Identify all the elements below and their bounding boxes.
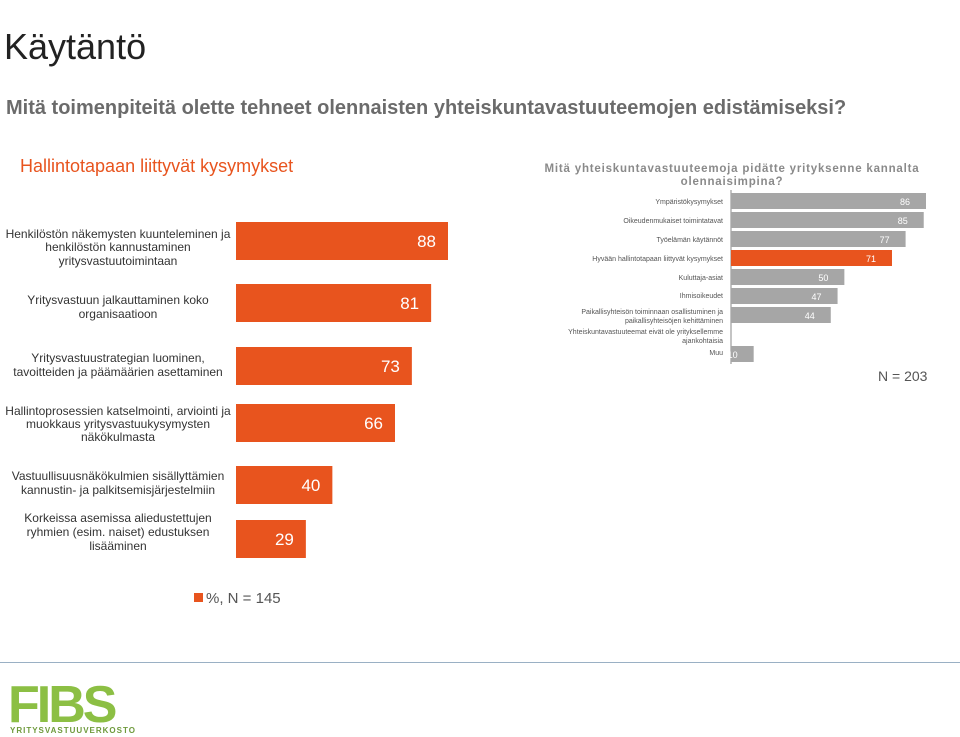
left-category-label: henkilöstön kannustaminen — [45, 240, 190, 254]
right-bar — [731, 193, 926, 209]
right-bar-chart: 86 Ympäristökysymykset 85 Oikeudenmukaiset … — [568, 190, 926, 364]
left-category-label: Henkilöstön näkemysten kuunteleminen ja — [6, 227, 231, 241]
left-bar — [236, 520, 306, 558]
left-bar-value: 66 — [364, 414, 383, 433]
left-category-label: Yritysvastuun jalkauttaminen koko — [27, 293, 209, 307]
right-category-label: Työelämän käytännöt — [656, 237, 723, 244]
right-bar-value: 47 — [812, 292, 822, 302]
left-legend-label: %, N = 145 — [206, 590, 281, 607]
right-bar-value: 77 — [880, 235, 890, 245]
left-bar — [236, 347, 412, 385]
legend-swatch — [194, 593, 203, 602]
left-category-label: tavoitteiden ja päämäärien asettaminen — [13, 365, 222, 379]
right-category-label: Kuluttaja-asiat — [679, 275, 723, 282]
left-bar — [236, 284, 432, 322]
right-category-label: Ihmisoikeudet — [680, 293, 723, 300]
right-bar — [731, 288, 838, 304]
logo-subtext: YRITYSVASTUUVERKOSTO — [10, 726, 136, 735]
left-chart-heading: Hallintotapaan liittyvät kysymykset — [20, 156, 294, 176]
left-bar-value: 73 — [381, 357, 400, 376]
right-category-label: ajankohtaisia — [682, 338, 723, 345]
right-category-label: Hyvään hallintotapaan liittyvät kysymyks… — [592, 256, 723, 263]
right-bar — [731, 250, 892, 266]
left-bar-value: 81 — [400, 294, 419, 313]
right-bar-value: 10 — [728, 350, 738, 360]
right-bar-value: 85 — [898, 216, 908, 226]
right-category-label: Muu — [709, 350, 723, 357]
right-bar-value: 44 — [805, 311, 815, 321]
left-category-label: ryhmien (esim. naiset) edustuksen — [27, 525, 210, 539]
right-category-label: Yhteiskuntavastuuteemat eivät ole yrityk… — [568, 329, 723, 336]
right-category-label: Ympäristökysymykset — [655, 199, 723, 206]
left-category-label: muokkaus yritysvastuukysymysten — [26, 417, 210, 431]
left-bar-value: 40 — [301, 476, 320, 495]
left-category-label: Korkeissa asemissa aliedustettujen — [24, 511, 211, 525]
left-category-label: lisääminen — [89, 539, 146, 553]
fibs-logo: FIBS — [8, 676, 119, 726]
left-bar — [236, 466, 333, 504]
right-chart-heading: Mitä yhteiskuntavastuuteemoja pidätte yr… — [544, 163, 920, 188]
left-category-label: organisaatioon — [79, 307, 158, 321]
right-bar — [731, 231, 906, 247]
right-category-label: Paikallisyhteisön toiminnaan osallistumi… — [581, 309, 723, 316]
right-bar-value: 86 — [900, 197, 910, 207]
left-bar — [236, 404, 395, 442]
left-bar — [236, 222, 448, 260]
left-bar-chart: 88 Henkilöstön näkemysten kuunteleminen j… — [5, 222, 448, 558]
right-sample-size: N = 203 — [878, 368, 928, 384]
left-category-label: Hallintoprosessien katselmointi, arvioin… — [5, 404, 231, 418]
right-bar — [731, 307, 831, 323]
left-category-label: näkökulmasta — [81, 430, 155, 444]
right-bar-value: 50 — [818, 273, 828, 283]
logo-text: FIBS — [8, 676, 116, 726]
left-category-label: kannustin- ja palkitsemisjärjestelmiin — [21, 483, 215, 497]
footer-divider — [0, 662, 960, 737]
right-category-label: paikallisyhteisöjen kehittäminen — [625, 318, 723, 325]
right-bar — [731, 212, 924, 228]
left-bar-value: 88 — [417, 232, 436, 251]
right-bar — [731, 269, 845, 285]
right-category-label: Oikeudenmukaiset toimintatavat — [623, 218, 723, 225]
left-category-label: Yritysvastuustrategian luominen, — [31, 351, 204, 365]
left-legend: %, N = 145 — [194, 590, 281, 607]
left-category-label: Vastuullisuusnäkökulmien sisällyttämien — [12, 469, 225, 483]
left-category-label: yritysvastuutoimintaan — [59, 254, 178, 268]
page-title: Käytäntö — [4, 26, 147, 67]
right-bar — [731, 346, 754, 362]
left-bar-value: 29 — [275, 530, 294, 549]
question-heading: Mitä toimenpiteitä olette tehneet olenna… — [6, 97, 847, 119]
right-bar-value: 71 — [866, 254, 876, 264]
